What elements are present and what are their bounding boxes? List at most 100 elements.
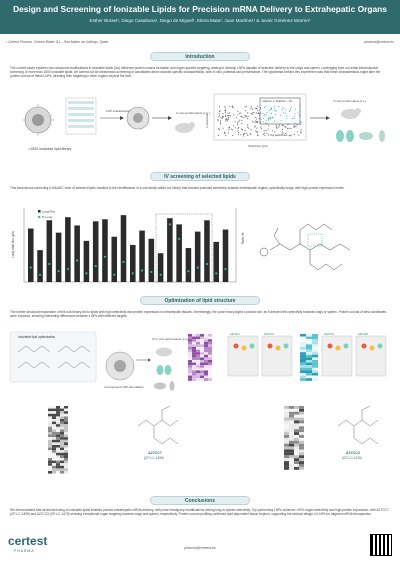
scatter-point: [226, 120, 228, 122]
scatter-point: [224, 109, 226, 111]
mouse-icon: [156, 347, 172, 357]
scatter-point: [281, 109, 283, 111]
heatmap-cell: [48, 434, 52, 438]
heatmap-cell: [312, 352, 318, 355]
scatter-point: [222, 116, 225, 118]
iv-label: In vivo performance (i.v.): [333, 99, 366, 103]
heatmap-cell: [56, 465, 60, 469]
scatter-point: [256, 134, 258, 136]
iv-screening-text: This intravenous screening in BALB/C mic…: [10, 186, 345, 190]
scatter-point: [281, 131, 283, 133]
heatmap-cell: [48, 437, 52, 440]
heatmap-cell: [192, 375, 196, 379]
heatmap-cell: [52, 419, 56, 422]
heatmap-cell: [64, 442, 68, 445]
contact-email[interactable]: pharma@certest.es: [364, 40, 394, 44]
heatmap-cell: [60, 429, 64, 432]
heatmap-cell: [48, 406, 52, 409]
heatmap-cell: [52, 437, 56, 440]
heatmap-cell: [188, 370, 192, 373]
heatmap-cell: [200, 373, 204, 376]
scatter-point: [262, 121, 264, 123]
heatmap-cell: [204, 352, 208, 355]
heatmap-cell: [196, 344, 200, 347]
heatmap-spleen: [300, 334, 318, 381]
heatmap-cell: [56, 432, 60, 435]
scatter-point: [262, 112, 264, 114]
heatmap-cell: [60, 447, 64, 451]
heatmap-cell: [48, 416, 52, 419]
scatter-point: [236, 122, 239, 124]
conclusions-heading: Conclusions: [150, 496, 250, 505]
heatmap-cell: [204, 341, 208, 345]
pct-point: [113, 273, 116, 276]
heatmap-cell: [299, 423, 304, 427]
heatmap-cell: [204, 378, 208, 381]
bar: [83, 240, 90, 282]
scatter-point: [238, 133, 240, 136]
scatter-point: [300, 132, 302, 134]
heatmap-cell: [56, 445, 60, 448]
scatter-point: [257, 131, 259, 133]
heatmap-cell: [192, 354, 196, 358]
heatmap-cell: [48, 424, 52, 427]
scatter-point: [255, 108, 257, 110]
heatmap-cell: [312, 360, 318, 363]
scatter-point: [275, 114, 277, 116]
heatmap-cell: [192, 336, 196, 340]
scatter-point: [298, 134, 300, 136]
heatmap-cell: [208, 354, 212, 358]
heatmap-cell: [284, 461, 289, 464]
scatter-point: [270, 112, 273, 114]
heatmap-cell: [204, 373, 208, 376]
bar: [120, 215, 127, 282]
heatmap-cell: [48, 408, 52, 412]
heatmap-cell: [289, 423, 294, 427]
qr-code-icon[interactable]: [370, 534, 392, 556]
heatmap-cell: [299, 461, 304, 464]
panel-tag: A27CC3: [264, 332, 274, 336]
heatmap-cell: [60, 413, 64, 417]
heatmap-cell: [196, 360, 200, 363]
pct-point: [57, 270, 60, 273]
scatter-point: [293, 127, 295, 129]
heatmap-cell: [294, 423, 299, 427]
heatmap-cell: [64, 458, 68, 461]
heatmap-cell: [56, 458, 60, 461]
heatmap-cell: [306, 349, 312, 353]
pct-point: [205, 262, 209, 266]
scatter-point: [242, 135, 244, 137]
bar-ylabel2: Ratio %: [241, 233, 245, 244]
scatter-point: [293, 133, 295, 135]
heatmap-cell: [52, 458, 56, 461]
heatmap-cell: [60, 471, 64, 474]
bar-ylabel: Lung total flux (p/s): [11, 231, 15, 258]
scatter-point: [273, 105, 275, 107]
liver-icon: [359, 132, 373, 140]
heatmap-cell: [52, 406, 56, 409]
heatmap-cell: [289, 461, 294, 464]
heatmap-cell: [284, 408, 289, 412]
footer-email[interactable]: pharma@certest.es: [184, 546, 216, 550]
heatmap-cell: [52, 468, 56, 471]
heatmap-cell: [284, 452, 289, 456]
scatter-point: [281, 124, 283, 126]
heatmap-cell: [200, 336, 204, 340]
heatmap-cell: [306, 373, 312, 376]
candidate-2-name: A27CC3: [346, 451, 360, 455]
heatmap-cell: [299, 432, 304, 435]
scatter-point: [250, 129, 252, 131]
heatmap-cell: [204, 360, 208, 363]
heatmap-cell: [188, 339, 192, 342]
heatmap-cell: [284, 423, 289, 427]
scatter-point: [280, 120, 282, 122]
bar: [130, 244, 136, 282]
bar: [65, 217, 71, 282]
scatter-point: [297, 112, 299, 114]
heatmap-cell: [294, 455, 299, 459]
bar: [176, 224, 182, 282]
heatmap-cell: [200, 360, 204, 363]
scatter-point: [282, 133, 284, 135]
scatter-point: [278, 126, 280, 128]
scatter-point: [265, 114, 267, 116]
